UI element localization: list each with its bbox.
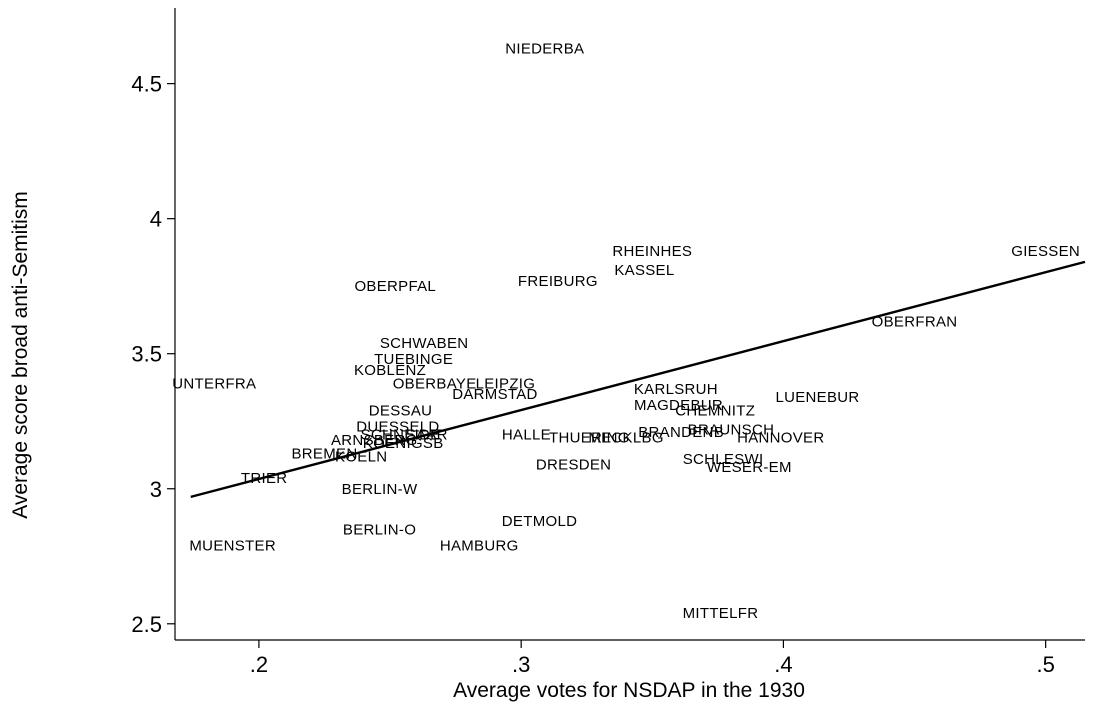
point-label: DUESSELD: [356, 419, 439, 436]
y-tick-label: 3.5: [131, 342, 162, 367]
point-label: TUEBINGE: [374, 351, 453, 368]
point-label: NIEDERBA: [505, 41, 584, 58]
point-label: GIESSEN: [1011, 243, 1080, 260]
point-label: MUENSTER: [189, 537, 276, 554]
point-label: LEIPZIG: [476, 375, 536, 392]
y-tick-label: 2.5: [131, 612, 162, 637]
point-label: UNTERFRA: [172, 375, 256, 392]
point-label: CHEMNITZ: [675, 402, 755, 419]
point-label: DESSAU: [369, 402, 433, 419]
point-label: KARLSRUH: [634, 381, 718, 398]
point-label: DETMOLD: [502, 513, 577, 530]
point-label: THUERING: [549, 429, 630, 446]
point-label: SCHNEIDE: [361, 427, 441, 444]
point-label: LUENEBUR: [775, 389, 859, 406]
point-label: BRANDENB: [638, 424, 724, 441]
point-label: BRAUNSCH: [688, 421, 775, 438]
x-tick-label: .4: [774, 652, 792, 677]
point-labels: NIEDERBA RHEINHES GIESSEN KASSEL FREIBURG OBE…: [172, 41, 1080, 622]
point-label: DARMSTAD: [452, 386, 537, 403]
fit-line-group: [190, 260, 1086, 499]
y-tick-label: 3: [150, 477, 162, 502]
fit-line: [190, 260, 1086, 499]
point-label: WESER-EM: [707, 459, 792, 476]
point-label: DRESDEN: [536, 456, 611, 473]
x-tick-label: .5: [1036, 652, 1054, 677]
point-label: HAMBURG: [440, 537, 519, 554]
point-label: KOBLENZ: [354, 362, 426, 379]
point-label: MECKLBG: [588, 429, 663, 446]
x-tick-label: .2: [250, 652, 268, 677]
point-label: FREIBURG: [518, 273, 598, 290]
point-label: KOENIGSB: [363, 435, 444, 452]
x-tick-label: .3: [512, 652, 530, 677]
point-label: HANNOVER: [737, 429, 824, 446]
point-label: OBERPFAL: [354, 278, 436, 295]
point-label: MITTELFR: [683, 605, 759, 622]
point-label: BERLIN-W: [342, 481, 418, 498]
point-label: SAAR: [406, 427, 448, 444]
point-label: OBERBAYE: [393, 375, 477, 392]
axes: [174, 8, 1085, 641]
point-label: BREMEN: [291, 446, 357, 463]
y-tick-label: 4.5: [131, 72, 162, 97]
point-label: KOELN: [335, 448, 387, 465]
point-label: HALLE: [502, 427, 551, 444]
point-label: ARNSBERG: [331, 432, 418, 449]
point-label: RHEINHES: [612, 243, 692, 260]
point-label: SCHWABEN: [380, 335, 469, 352]
point-label: TRIER: [241, 470, 288, 487]
point-label: MAGDEBUR: [634, 397, 723, 414]
point-label: KASSEL: [614, 262, 674, 279]
x-axis-title: Average votes for NSDAP in the 1930: [453, 679, 805, 702]
y-axis-title: Average score broad anti-Semitism: [9, 191, 32, 519]
y-tick-label: 4: [150, 207, 162, 232]
point-label: OBERFRAN: [872, 313, 958, 330]
point-label: SCHLESWI: [683, 451, 764, 468]
point-label: BERLIN-O: [343, 521, 416, 538]
ticks: 2.5 3 3.5 4 4.5 .2 .3 .4 .5: [131, 72, 1054, 677]
